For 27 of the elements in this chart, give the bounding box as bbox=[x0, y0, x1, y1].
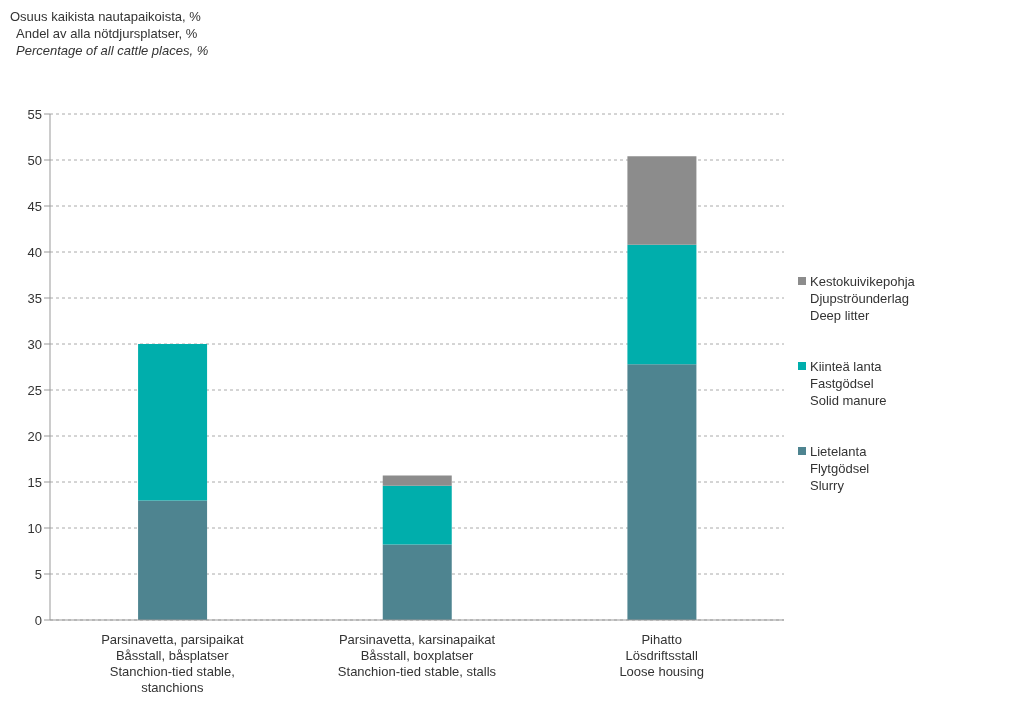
x-tick-label: Parsinavetta, karsinapaikat Båsstall, boxplatser Stanchion-tied stable, stalls bbox=[337, 632, 497, 679]
y-tick-label: 40 bbox=[27, 244, 42, 260]
y-tick-label: 55 bbox=[27, 106, 42, 122]
y-tick-label: 45 bbox=[27, 198, 42, 214]
bar bbox=[138, 344, 208, 501]
x-tick-label: Pihatto Lösdriftsstall Loose housing bbox=[619, 632, 704, 679]
y-tick-label: 25 bbox=[27, 382, 42, 398]
chart-title: Osuus kaikista nautapaikoista, % Andel av alla nötdjursplatser, % Percentage of all cattle places, % bbox=[10, 8, 210, 59]
bar bbox=[382, 485, 452, 545]
y-tick-label: 35 bbox=[27, 290, 42, 306]
y-tick-label: 30 bbox=[27, 336, 42, 352]
y-tick-label: 20 bbox=[27, 428, 42, 444]
y-tick-label: 50 bbox=[27, 152, 42, 168]
bar bbox=[627, 156, 697, 245]
bar bbox=[382, 475, 452, 486]
legend-label: Kiinteä lanta Fastgödsel Solid manure bbox=[810, 357, 887, 409]
bar bbox=[627, 244, 697, 365]
bar bbox=[138, 500, 208, 620]
y-tick-label: 15 bbox=[27, 474, 42, 490]
legend-label: Kestokuivikepohja Djupströunderlag Deep litter bbox=[810, 272, 915, 324]
bar bbox=[627, 364, 697, 620]
bar bbox=[382, 544, 452, 620]
y-tick-label: 10 bbox=[27, 520, 42, 536]
y-tick-label: 5 bbox=[34, 566, 42, 582]
legend-label: Lietelanta Flytgödsel Slurry bbox=[810, 442, 870, 494]
y-tick-label: 0 bbox=[34, 612, 42, 628]
x-tick-label: Parsinavetta, parsipaikat Båsstall, båsplatser Stanchion-tied stable, stanchions bbox=[101, 632, 244, 695]
